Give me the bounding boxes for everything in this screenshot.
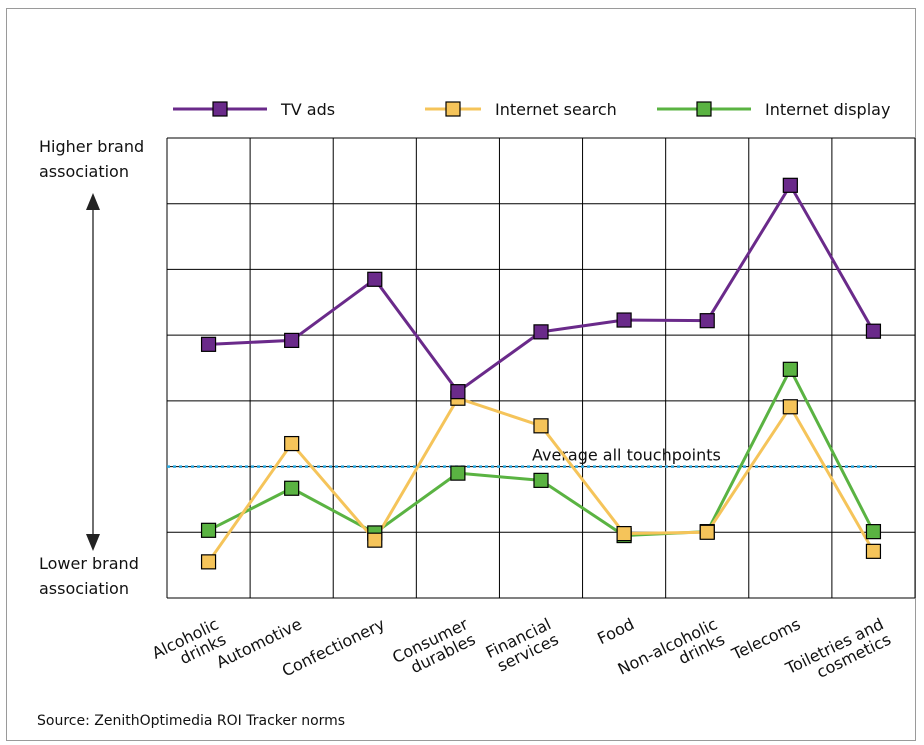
series-line-tv-ads: [208, 183, 875, 394]
data-point-internet-display: [450, 465, 466, 481]
data-point-tv-ads: [284, 332, 300, 348]
y-label-bottom-line2: association: [39, 579, 129, 598]
data-point-internet-display: [200, 522, 217, 538]
reference-line-group: Average all touchpoints: [167, 446, 877, 468]
source-note: Source: ZenithOptimedia ROI Tracker norm…: [37, 713, 346, 729]
data-point-internet-search: [200, 554, 217, 570]
data-point-internet-search: [616, 525, 632, 542]
data-point-internet-display: [865, 524, 882, 540]
data-point-internet-search: [782, 399, 798, 415]
x-tick-label-food: Food: [594, 614, 637, 648]
legend-label-internet-search: Internet search: [495, 100, 617, 119]
data-point-tv-ads: [533, 324, 549, 340]
legend-label-tv-ads: TV ads: [280, 100, 335, 119]
y-label-bottom-line1: Lower brand: [39, 554, 139, 573]
data-point-internet-search: [865, 543, 882, 559]
average-line-label: Average all touchpoints: [532, 446, 721, 465]
chart-series: [200, 177, 882, 570]
down-arrow-icon: [86, 534, 100, 551]
data-point-internet-display: [782, 361, 798, 377]
data-point-tv-ads: [699, 313, 715, 329]
data-point-tv-ads: [367, 271, 383, 287]
legend-marker-internet-search: [445, 101, 461, 117]
data-point-internet-search: [284, 435, 300, 452]
chart-svg: TV ads Internet search Internet display Hi…: [39, 100, 916, 682]
y-axis-labels: Higher brand association Lower brand ass…: [39, 137, 144, 598]
chart-frame: TV ads Internet search Internet display Hi…: [6, 8, 916, 741]
y-label-top-line1: Higher brand: [39, 137, 144, 156]
x-tick-label-line: Food: [594, 614, 637, 648]
data-point-tv-ads: [450, 384, 466, 400]
data-point-tv-ads: [616, 312, 632, 328]
chart-legend: TV ads Internet search Internet display: [173, 100, 890, 119]
data-point-tv-ads: [782, 177, 798, 193]
up-arrow-icon: [86, 193, 100, 210]
legend-label-internet-display: Internet display: [765, 100, 890, 119]
data-point-internet-display: [284, 480, 300, 496]
data-point-internet-search: [367, 532, 383, 548]
legend-marker-tv-ads: [212, 101, 228, 117]
data-point-internet-search: [533, 418, 549, 434]
y-label-top-line2: association: [39, 162, 129, 181]
legend-marker-internet-display: [696, 101, 712, 117]
data-point-internet-display: [533, 472, 549, 488]
data-point-internet-search: [699, 524, 715, 540]
data-point-tv-ads: [200, 336, 217, 352]
data-point-tv-ads: [865, 323, 882, 339]
